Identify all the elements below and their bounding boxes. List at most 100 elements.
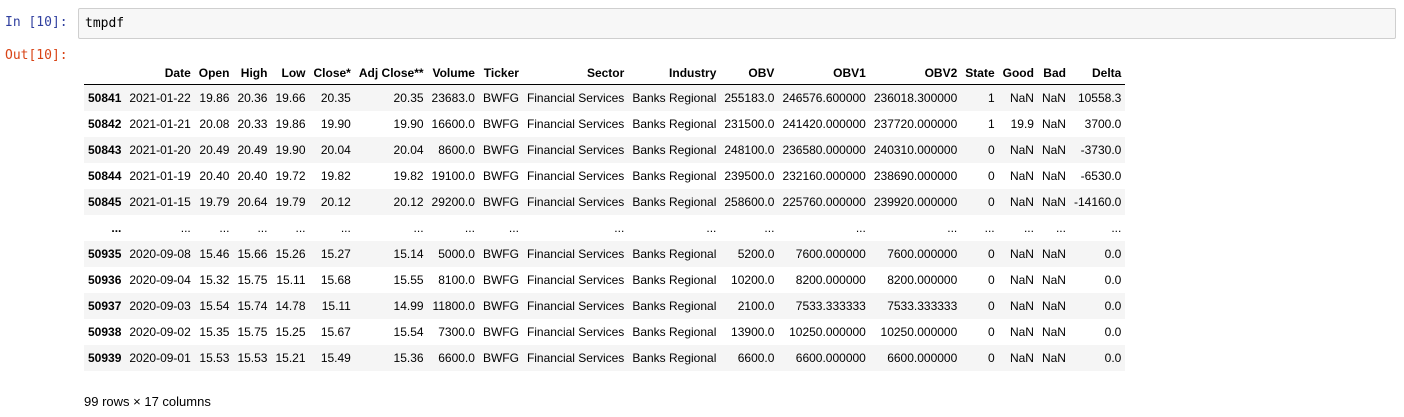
table-cell: -14160.0 [1073,195,1122,209]
table-cell: NaN [1041,169,1066,183]
table-cell: BWFG [482,299,519,313]
table-cell: 225760.000000 [782,195,866,209]
table-cell: 19.79 [199,195,230,209]
table-cell: 7600.000000 [887,247,958,261]
table-cell: 15.68 [320,273,351,287]
table-row: 50935 2020-09-08 15.46 15.66 15.26 15.27 15.14… [84,241,1126,267]
table-cell: 1 [987,117,995,131]
table-row: 50845 2021-01-15 19.79 20.64 19.79 20.12 20.12… [84,189,1126,215]
table-cell: 15.53 [237,351,268,365]
table-cell: 20.40 [199,169,230,183]
table-cell: NaN [1041,299,1066,313]
column-header: OBV [720,62,779,85]
table-cell: BWFG [482,91,519,105]
table-cell: 0.0 [1104,247,1122,261]
table-cell: 20.12 [393,195,424,209]
table-cell: 29200.0 [431,195,475,209]
column-header: Open [194,62,234,85]
table-cell: ... [706,221,717,235]
dataframe-table: Date Open High Low Close* Adj Close** Volume Ti… [84,62,1126,371]
table-cell: ... [180,221,191,235]
table-cell: ... [984,221,995,235]
table-cell: 19100.0 [431,169,475,183]
table-cell: ... [464,221,475,235]
table-cell: 19.90 [393,117,424,131]
table-cell: Financial Services [526,299,625,313]
table-cell: 19.90 [275,143,306,157]
table-row: 50939 2020-09-01 15.53 15.53 15.21 15.49 15.36… [84,345,1126,371]
table-cell: BWFG [482,351,519,365]
column-header: OBV1 [778,62,870,85]
table-cell: 20.04 [393,143,424,157]
table-cell: 15.54 [393,325,424,339]
table-cell: Banks Regional [632,299,717,313]
table-cell: 2021-01-15 [129,195,191,209]
table-header-row: Date Open High Low Close* Adj Close** Volume Ti… [84,62,1126,85]
table-cell: 0.0 [1104,299,1122,313]
table-cell: 15.27 [320,247,351,261]
table-cell: 6600.0 [438,351,475,365]
table-cell: BWFG [482,143,519,157]
table-cell: 15.11 [321,299,351,313]
row-index: ... [111,221,122,235]
table-cell: Financial Services [526,247,625,261]
input-prompt: In [10]: [5,15,68,30]
table-cell: NaN [1041,351,1066,365]
column-header: OBV2 [869,62,962,85]
table-row: 50938 2020-09-02 15.35 15.75 15.25 15.67 15.54… [84,319,1126,345]
table-cell: Financial Services [526,91,625,105]
table-cell: 15.54 [199,299,230,313]
table-cell: BWFG [482,117,519,131]
table-cell: NaN [1041,195,1066,209]
table-cell: 8600.0 [438,143,475,157]
table-cell: ... [257,221,268,235]
table-cell: 20.08 [199,117,230,131]
table-cell: 19.9 [1010,117,1034,131]
output-prompt: Out[10]: [5,48,68,63]
table-cell: 2021-01-21 [129,117,191,131]
table-cell: Financial Services [526,273,625,287]
column-header: State [961,62,999,85]
table-cell: 3700.0 [1084,117,1122,131]
table-cell: 238690.000000 [873,169,958,183]
table-cell: 239920.000000 [873,195,958,209]
table-cell: 19.82 [393,169,424,183]
table-row: 50843 2021-01-20 20.49 20.49 19.90 20.04 20.04… [84,137,1126,163]
table-cell: 7533.333333 [887,299,958,313]
table-cell: Banks Regional [632,169,717,183]
table-row: ........................................… [84,215,1126,241]
table-cell: BWFG [482,169,519,183]
table-cell: ... [219,221,230,235]
table-cell: ... [1023,221,1034,235]
input-cell: In [10]: tmpdf [0,6,1404,42]
row-index: 50937 [88,299,122,313]
table-cell: ... [614,221,625,235]
table-cell: 2020-09-01 [129,351,191,365]
table-cell: 10250.000000 [880,325,958,339]
table-cell: 0 [987,351,995,365]
table-cell: 15.46 [199,247,230,261]
table-cell: 20.04 [320,143,351,157]
table-cell: ... [947,221,958,235]
table-cell: BWFG [482,195,519,209]
table-cell: Financial Services [526,143,625,157]
table-cell: 0 [987,143,995,157]
table-cell: 15.11 [276,273,306,287]
table-cell: 15.26 [275,247,306,261]
table-cell: ... [340,221,351,235]
column-header: Bad [1037,62,1070,85]
table-cell: 15.67 [320,325,351,339]
table-cell: 0.0 [1104,351,1122,365]
table-row: 50842 2021-01-21 20.08 20.33 19.86 19.90 19.90… [84,111,1126,137]
table-cell: Banks Regional [632,325,717,339]
code-text[interactable]: tmpdf [85,16,125,31]
table-cell: 0 [987,247,995,261]
table-row: 50844 2021-01-19 20.40 20.40 19.72 19.82 19.82… [84,163,1126,189]
table-cell: NaN [1041,143,1066,157]
table-cell: 14.78 [275,299,306,313]
table-cell: -3730.0 [1080,143,1122,157]
output-dataframe: Date Open High Low Close* Adj Close** Volume Ti… [84,62,1126,371]
table-cell: 258600.0 [724,195,775,209]
code-editor[interactable]: tmpdf [78,8,1396,39]
row-index: 50844 [88,169,122,183]
